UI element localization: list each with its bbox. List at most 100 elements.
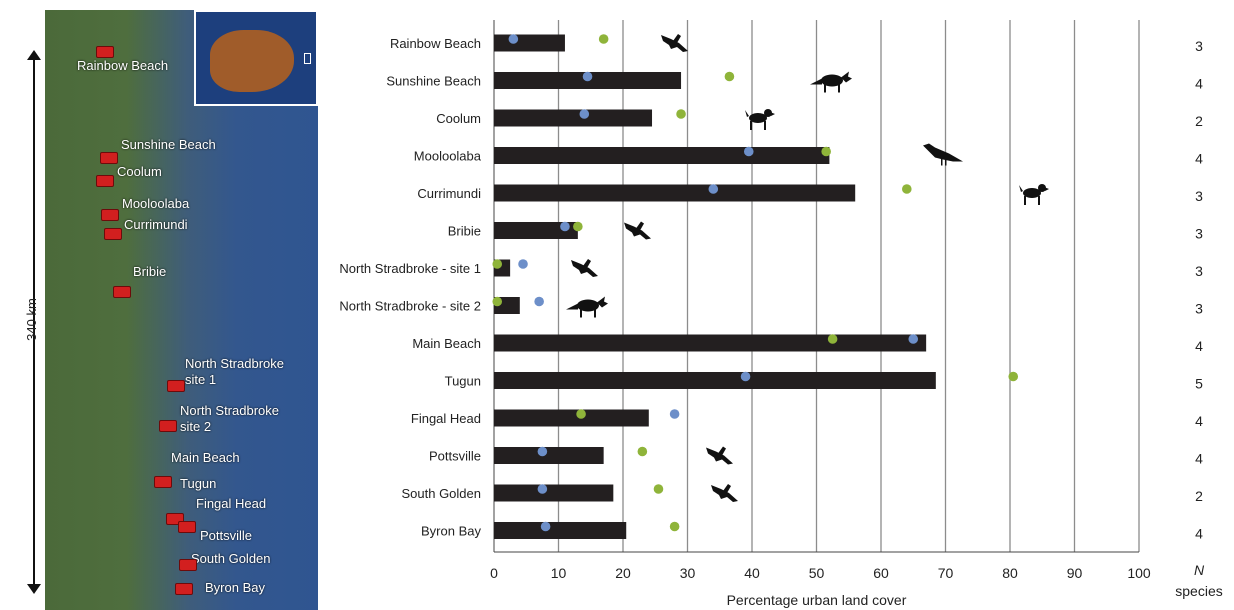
fox-icon	[566, 296, 608, 318]
category-label: Fingal Head	[411, 411, 481, 426]
blue-point	[708, 184, 719, 194]
blue-point	[537, 484, 548, 494]
map-label-mooloolaba: Mooloolaba	[122, 196, 190, 211]
camera-marker	[179, 559, 197, 571]
category-label: North Stradbroke - site 1	[339, 261, 481, 276]
category-label: North Stradbroke - site 2	[339, 299, 481, 314]
map-label-currimundi: Currimundi	[124, 217, 188, 232]
category-label: Currimundi	[417, 186, 481, 201]
bar	[494, 447, 604, 464]
site-map	[45, 10, 318, 610]
n-species-value: 5	[1195, 376, 1203, 392]
bar	[494, 184, 856, 202]
crow-icon	[923, 143, 963, 166]
n-species-value: 4	[1195, 451, 1203, 467]
x-tick-label: 10	[551, 565, 567, 581]
x-tick-label: 50	[809, 565, 825, 581]
blue-point	[537, 446, 548, 457]
green-point	[1008, 371, 1019, 382]
n-species-value: 3	[1195, 226, 1203, 242]
x-tick-label: 90	[1067, 565, 1083, 581]
blue-point	[582, 71, 593, 82]
green-point	[902, 184, 912, 194]
bar	[494, 409, 649, 427]
category-label: South Golden	[401, 486, 481, 501]
category-label: Byron Bay	[421, 524, 481, 539]
study-area-box	[304, 53, 311, 64]
category-label: Rainbow Beach	[390, 36, 481, 51]
bar	[494, 372, 936, 389]
x-tick-label: 30	[680, 565, 696, 581]
map-label-rainbow-beach: Rainbow Beach	[77, 58, 169, 73]
blue-point	[534, 296, 544, 307]
map-label-tugun: Tugun	[180, 476, 217, 491]
green-point	[821, 146, 831, 157]
green-point	[492, 259, 503, 269]
raptor-icon	[624, 221, 651, 240]
green-point	[637, 446, 648, 457]
camera-marker	[154, 476, 172, 488]
green-point	[653, 484, 664, 494]
x-tick-label: 0	[490, 565, 498, 581]
n-species-value: 4	[1195, 338, 1203, 354]
category-label: Main Beach	[412, 336, 481, 351]
bar	[494, 522, 627, 539]
n-species-value: 4	[1195, 526, 1203, 542]
bar	[494, 147, 830, 164]
n-species-value: 2	[1195, 488, 1203, 504]
green-point	[576, 409, 586, 419]
raptor-icon	[706, 446, 733, 465]
n-species-value: 4	[1195, 151, 1203, 167]
n-species-value: 2	[1195, 113, 1203, 129]
n-species-value: 3	[1195, 301, 1203, 317]
blue-point	[540, 521, 551, 532]
camera-marker	[167, 380, 185, 392]
camera-marker	[100, 152, 118, 164]
blue-point	[579, 109, 590, 119]
blue-point	[743, 146, 754, 157]
blue-point	[560, 221, 570, 232]
bar	[494, 109, 653, 127]
scale-bar	[33, 55, 35, 590]
map-label-byron-bay: Byron Bay	[205, 580, 265, 595]
map-label-bribie: Bribie	[133, 264, 167, 279]
category-label: Bribie	[448, 224, 481, 239]
green-point	[724, 71, 735, 82]
scale-arrow-down-icon	[27, 584, 41, 594]
bar	[494, 334, 927, 352]
blue-point	[518, 259, 528, 269]
green-point	[827, 334, 838, 344]
x-tick-label: 60	[873, 565, 889, 581]
n-species-value: 4	[1195, 76, 1203, 92]
camera-marker	[96, 175, 114, 187]
green-point	[492, 296, 503, 307]
category-label: Tugun	[445, 374, 481, 389]
map-label-coolum: Coolum	[117, 164, 162, 179]
camera-marker	[175, 583, 193, 595]
x-tick-label: 40	[744, 565, 760, 581]
map-label-pottsville: Pottsville	[200, 528, 253, 543]
x-tick-label: 100	[1127, 565, 1151, 581]
map-label-south-golden: South Golden	[191, 551, 271, 566]
scale-arrow-up-icon	[27, 50, 41, 60]
green-point	[669, 521, 680, 532]
n-species-value: 4	[1195, 413, 1203, 429]
map-label-north-stradbroke-2: North Stradbroke site 2	[180, 403, 279, 434]
map-label-main-beach: Main Beach	[171, 450, 240, 465]
category-label: Coolum	[436, 111, 481, 126]
x-tick-label: 80	[1002, 565, 1018, 581]
map-label-north-stradbroke-1: North Stradbroke site 1	[185, 356, 284, 387]
australia-inset-map	[194, 10, 318, 106]
n-species-value: 3	[1195, 188, 1203, 204]
n-species-value: 3	[1195, 38, 1203, 54]
category-label: Sunshine Beach	[386, 74, 481, 89]
bar	[494, 484, 614, 502]
blue-point	[508, 34, 519, 44]
green-point	[573, 221, 583, 232]
fox-icon	[810, 71, 852, 93]
green-point	[598, 34, 609, 44]
camera-marker	[104, 228, 122, 240]
raptor-icon	[661, 34, 688, 52]
map-label-fingal-head: Fingal Head	[196, 496, 267, 511]
